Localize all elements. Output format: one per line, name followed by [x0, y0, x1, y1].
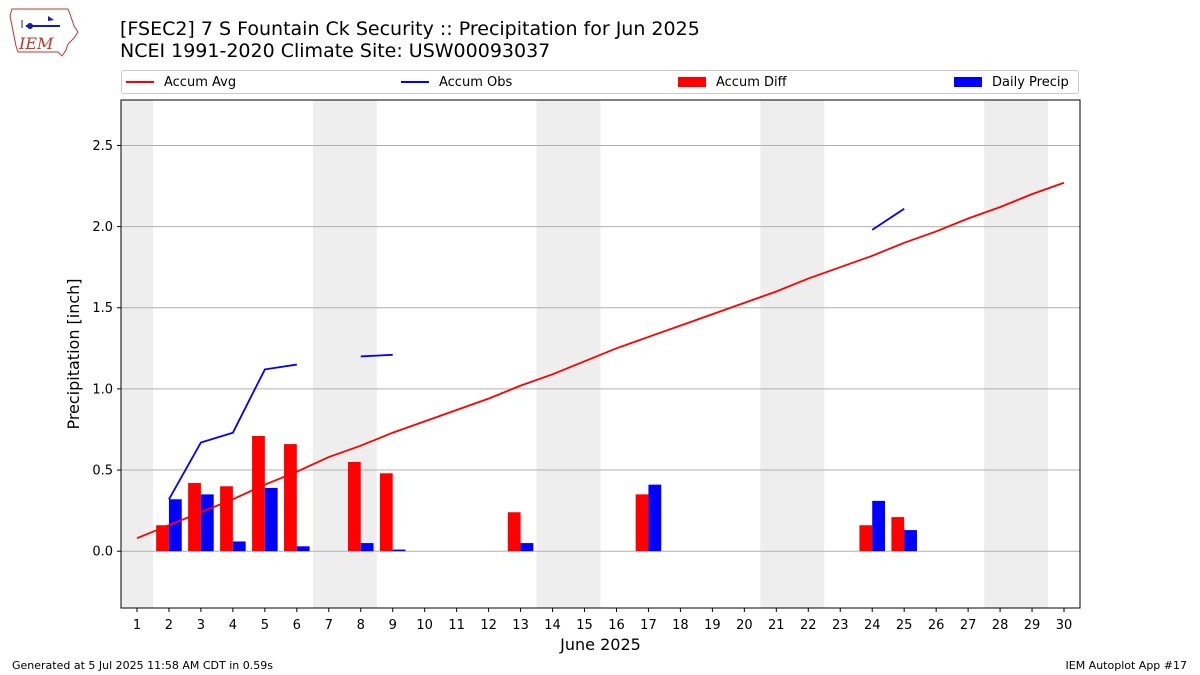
- xtick-label: 3: [197, 618, 205, 633]
- footer-generated: Generated at 5 Jul 2025 11:58 AM CDT in …: [12, 659, 273, 672]
- weekend-band-0: [121, 100, 153, 608]
- xtick-label: 20: [736, 618, 753, 633]
- bar-daily-precip: [200, 494, 214, 552]
- xtick-label: 27: [960, 618, 977, 633]
- xtick-label: 21: [768, 618, 785, 633]
- bar-daily-precip: [520, 543, 534, 552]
- weekend-band-1: [312, 100, 377, 608]
- xtick-label: 28: [992, 618, 1009, 633]
- bar-accum-diff: [347, 461, 361, 552]
- bar-accum-diff: [859, 525, 873, 552]
- xtick-label: 1: [133, 618, 141, 633]
- legend-item-accum-diff: Accum Diff: [678, 71, 787, 93]
- xtick-label: 16: [608, 618, 625, 633]
- line-accum-obs: [360, 353, 393, 358]
- y-axis-label: Precipitation [inch]: [64, 278, 83, 429]
- iem-logo: IEM: [9, 8, 79, 57]
- xtick-label: 24: [864, 618, 881, 633]
- legend-swatch-daily-precip: [954, 77, 982, 87]
- bar-daily-precip: [392, 549, 406, 552]
- bar-accum-diff: [891, 517, 905, 552]
- line-accum-avg: [136, 181, 1065, 540]
- iem-logo-text: IEM: [18, 34, 54, 53]
- legend-item-daily-precip: Daily Precip: [954, 71, 1069, 93]
- plot-frame: [120, 99, 1081, 609]
- xtick-label: 5: [261, 618, 269, 633]
- bar-accum-diff: [156, 525, 169, 552]
- line-accum-obs: [168, 363, 297, 500]
- bar-accum-diff: [507, 512, 521, 552]
- xtick-label: 19: [704, 618, 721, 633]
- xtick-label: 13: [512, 618, 529, 633]
- xtick-label: 12: [480, 618, 497, 633]
- xtick-label: 22: [800, 618, 817, 633]
- legend-label-accum-avg: Accum Avg: [164, 74, 237, 90]
- xtick-label: 7: [325, 618, 333, 633]
- bar-accum-diff: [252, 435, 265, 552]
- bar-accum-diff: [379, 473, 393, 552]
- xtick-label: 30: [1056, 618, 1073, 633]
- legend-swatch-accum-avg: [126, 81, 154, 83]
- xtick-label: 11: [448, 618, 465, 633]
- x-axis-label: June 2025: [559, 635, 641, 654]
- bar-daily-precip: [296, 546, 310, 552]
- weekend-band-4: [984, 100, 1049, 608]
- ytick-label: 0.5: [92, 464, 113, 479]
- ytick-label: 1.0: [92, 382, 113, 397]
- xtick-label: 18: [672, 618, 689, 633]
- ytick-label: 2.0: [92, 220, 113, 235]
- bar-accum-diff: [284, 444, 297, 552]
- weekend-band-2: [536, 100, 601, 608]
- xtick-label: 15: [576, 618, 593, 633]
- xtick-label: 4: [229, 618, 237, 633]
- legend: Accum Avg Accum Obs Accum Diff Daily Pre…: [121, 70, 1079, 94]
- ytick-label: 0.0: [92, 545, 113, 560]
- xtick-label: 10: [416, 618, 433, 633]
- xtick-label: 8: [357, 618, 365, 633]
- legend-swatch-accum-diff: [678, 77, 706, 87]
- xtick-label: 9: [389, 618, 397, 633]
- line-accum-obs: [871, 207, 905, 231]
- footer-app: IEM Autoplot App #17: [1065, 659, 1188, 672]
- bar-daily-precip: [360, 543, 374, 552]
- xtick-label: 26: [928, 618, 945, 633]
- ytick-label: 2.5: [92, 139, 113, 154]
- xtick-label: 25: [896, 618, 913, 633]
- bar-daily-precip: [872, 500, 886, 552]
- xtick-label: 2: [165, 618, 173, 633]
- chart-title: [FSEC2] 7 S Fountain Ck Security :: Prec…: [120, 18, 700, 40]
- ytick-label: 1.5: [92, 301, 113, 316]
- bar-daily-precip: [264, 487, 278, 552]
- bar-daily-precip: [648, 484, 662, 552]
- xtick-label: 17: [640, 618, 657, 633]
- xtick-label: 6: [293, 618, 301, 633]
- bar-accum-diff: [220, 486, 233, 552]
- xtick-label: 23: [832, 618, 849, 633]
- bar-daily-precip: [232, 541, 246, 552]
- legend-item-accum-avg: Accum Avg: [126, 71, 236, 93]
- legend-label-accum-diff: Accum Diff: [716, 74, 787, 90]
- bar-daily-precip: [168, 499, 182, 552]
- bar-accum-diff: [188, 483, 201, 552]
- legend-label-daily-precip: Daily Precip: [992, 74, 1069, 90]
- legend-swatch-accum-obs: [401, 81, 429, 83]
- xtick-label: 29: [1024, 618, 1041, 633]
- legend-item-accum-obs: Accum Obs: [401, 71, 512, 93]
- weekend-band-3: [760, 100, 825, 608]
- bar-daily-precip: [904, 530, 917, 552]
- xtick-label: 14: [544, 618, 561, 633]
- legend-label-accum-obs: Accum Obs: [439, 74, 513, 90]
- bar-accum-diff: [635, 494, 649, 552]
- chart-subtitle: NCEI 1991-2020 Climate Site: USW00093037: [120, 40, 551, 62]
